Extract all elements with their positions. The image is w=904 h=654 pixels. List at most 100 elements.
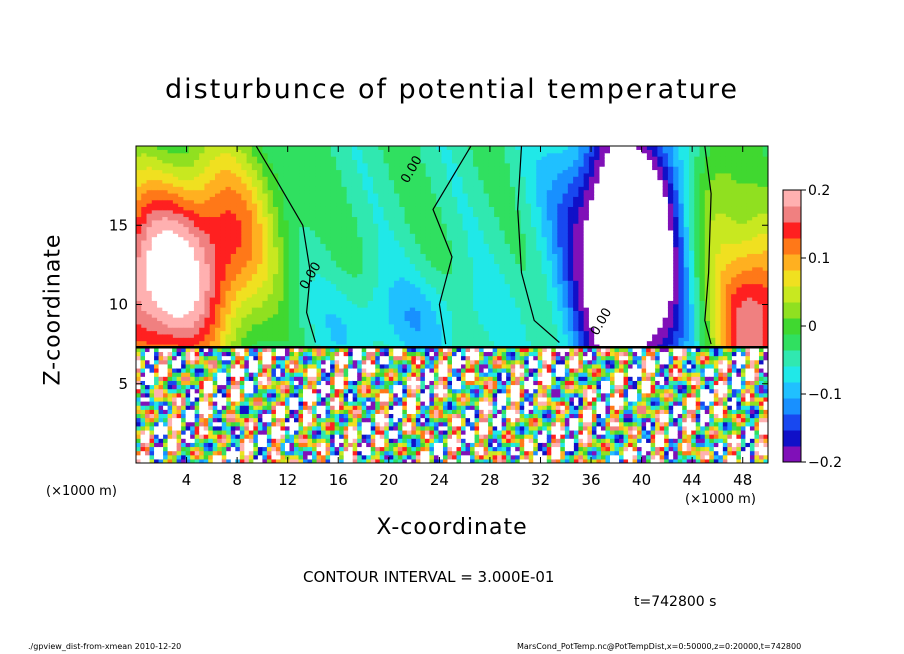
heatmap-cell	[536, 296, 543, 301]
heatmap-cell	[225, 156, 232, 161]
heatmap-cell	[357, 263, 364, 268]
heatmap-cell	[504, 266, 511, 271]
heatmap-cell	[315, 239, 321, 244]
heatmap-cell	[394, 203, 400, 207]
heatmap-cell	[404, 159, 411, 164]
heatmap-cell	[415, 337, 421, 342]
heatmap-cell	[236, 219, 242, 224]
heatmap-cell	[336, 276, 342, 281]
heatmap-cell	[462, 307, 469, 311]
heatmap-cell	[241, 296, 248, 301]
heatmap-cell	[383, 146, 390, 150]
heatmap-cell	[409, 182, 416, 187]
heatmap-cell	[167, 219, 174, 224]
heatmap-cell	[567, 166, 574, 171]
heatmap-cell	[183, 152, 190, 157]
heatmap-cell	[351, 209, 358, 214]
heatmap-cell	[299, 273, 306, 278]
heatmap-cell	[346, 276, 353, 281]
heatmap-cell	[230, 152, 237, 157]
heatmap-cell	[399, 209, 406, 214]
heatmap-cell	[446, 293, 453, 298]
heatmap-cell	[541, 263, 548, 268]
heatmap-cell	[251, 203, 258, 207]
heatmap-cell	[367, 169, 374, 174]
heatmap-cell	[204, 300, 211, 305]
heatmap-cell	[330, 209, 337, 214]
heatmap-cell	[346, 320, 353, 325]
heatmap-cell	[357, 296, 364, 301]
heatmap-cell	[499, 146, 506, 150]
heatmap-cell	[209, 276, 216, 281]
heatmap-cell	[215, 263, 221, 268]
heatmap-cell	[351, 296, 358, 301]
heatmap-cell	[404, 186, 411, 191]
heatmap-cell	[562, 313, 569, 318]
heatmap-cell	[567, 243, 574, 248]
heatmap-cell	[452, 333, 458, 338]
heatmap-cell	[346, 333, 353, 338]
heatmap-cell	[183, 253, 190, 258]
heatmap-cell	[567, 176, 574, 181]
heatmap-cell	[193, 333, 200, 338]
heatmap-cell	[167, 343, 174, 348]
heatmap-cell	[494, 146, 500, 150]
heatmap-cell	[546, 246, 553, 251]
heatmap-cell	[172, 323, 179, 328]
heatmap-cell	[520, 206, 527, 211]
heatmap-cell	[257, 189, 263, 194]
heatmap-cell	[446, 239, 453, 244]
heatmap-cell	[351, 246, 358, 251]
heatmap-cell	[494, 179, 500, 184]
heatmap-cell	[257, 343, 263, 348]
heatmap-cell	[341, 159, 348, 164]
heatmap-cell	[209, 310, 216, 315]
heatmap-cell	[351, 162, 358, 167]
heatmap-cell	[193, 340, 200, 345]
heatmap-cell	[341, 337, 348, 342]
heatmap-cell	[172, 166, 179, 171]
heatmap-cell	[430, 330, 437, 335]
heatmap-cell	[351, 172, 358, 177]
heatmap-cell	[457, 323, 464, 328]
heatmap-cell	[162, 337, 169, 342]
heatmap-cell	[462, 313, 469, 318]
heatmap-cell	[151, 317, 158, 322]
heatmap-cell	[541, 233, 548, 238]
heatmap-cell	[315, 236, 321, 241]
heatmap-cell	[262, 286, 269, 291]
heatmap-cell	[136, 273, 142, 278]
heatmap-cell	[562, 270, 569, 275]
heatmap-cell	[315, 256, 321, 261]
heatmap-cell	[446, 280, 453, 285]
heatmap-cell	[430, 333, 437, 338]
heatmap-cell	[388, 176, 395, 181]
heatmap-cell	[246, 199, 253, 204]
heatmap-cell	[531, 192, 537, 197]
heatmap-cell	[336, 323, 342, 328]
heatmap-cell	[241, 146, 248, 150]
heatmap-cell	[230, 176, 237, 181]
heatmap-cell	[415, 159, 421, 164]
heatmap-cell	[525, 192, 532, 197]
heatmap-cell	[425, 320, 432, 325]
heatmap-cell	[373, 263, 379, 268]
heatmap-cell	[515, 172, 522, 177]
heatmap-cell	[157, 293, 163, 298]
heatmap-cell	[457, 243, 464, 248]
heatmap-cell	[494, 186, 500, 191]
heatmap-cell	[167, 313, 174, 318]
heatmap-cell	[488, 152, 495, 157]
heatmap-cell	[573, 300, 579, 305]
heatmap-cell	[188, 250, 195, 254]
heatmap-cell	[552, 253, 558, 258]
heatmap-cell	[336, 253, 342, 258]
heatmap-cell	[146, 307, 153, 311]
heatmap-cell	[441, 189, 448, 194]
heatmap-cell	[193, 253, 200, 258]
heatmap-cell	[546, 340, 553, 345]
heatmap-cell	[262, 276, 269, 281]
heatmap-cell	[278, 189, 285, 194]
heatmap-cell	[199, 296, 206, 301]
heatmap-cell	[141, 196, 148, 201]
